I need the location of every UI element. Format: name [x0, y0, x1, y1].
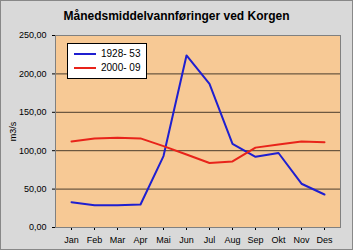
- svg-text:Nov: Nov: [293, 235, 310, 245]
- svg-text:Jan: Jan: [64, 235, 79, 245]
- svg-text:Jun: Jun: [179, 235, 194, 245]
- html-text:1928- 53: 1928- 53: [101, 48, 141, 59]
- svg-text:100,00: 100,00: [19, 146, 47, 156]
- svg-text:m3/s: m3/s: [8, 121, 18, 141]
- svg-text:Okt: Okt: [271, 235, 286, 245]
- svg-text:Sep: Sep: [247, 235, 263, 245]
- svg-text:Jul: Jul: [204, 235, 216, 245]
- html-text:2000- 09: 2000- 09: [101, 62, 141, 73]
- svg-text:150,00: 150,00: [19, 107, 47, 117]
- svg-text:Mai: Mai: [156, 235, 171, 245]
- svg-text:0,00: 0,00: [29, 222, 47, 232]
- svg-text:50,00: 50,00: [24, 184, 47, 194]
- svg-text:Apr: Apr: [133, 235, 147, 245]
- html-text:Månedsmiddelvannføringer ved K: Månedsmiddelvannføringer ved Korgen: [63, 9, 290, 23]
- svg-text:Feb: Feb: [87, 235, 103, 245]
- svg-text:Des: Des: [316, 235, 333, 245]
- svg-text:Aug: Aug: [224, 235, 240, 245]
- svg-text:Mar: Mar: [110, 235, 126, 245]
- svg-text:200,00: 200,00: [19, 69, 47, 79]
- svg-text:250,00: 250,00: [19, 30, 47, 40]
